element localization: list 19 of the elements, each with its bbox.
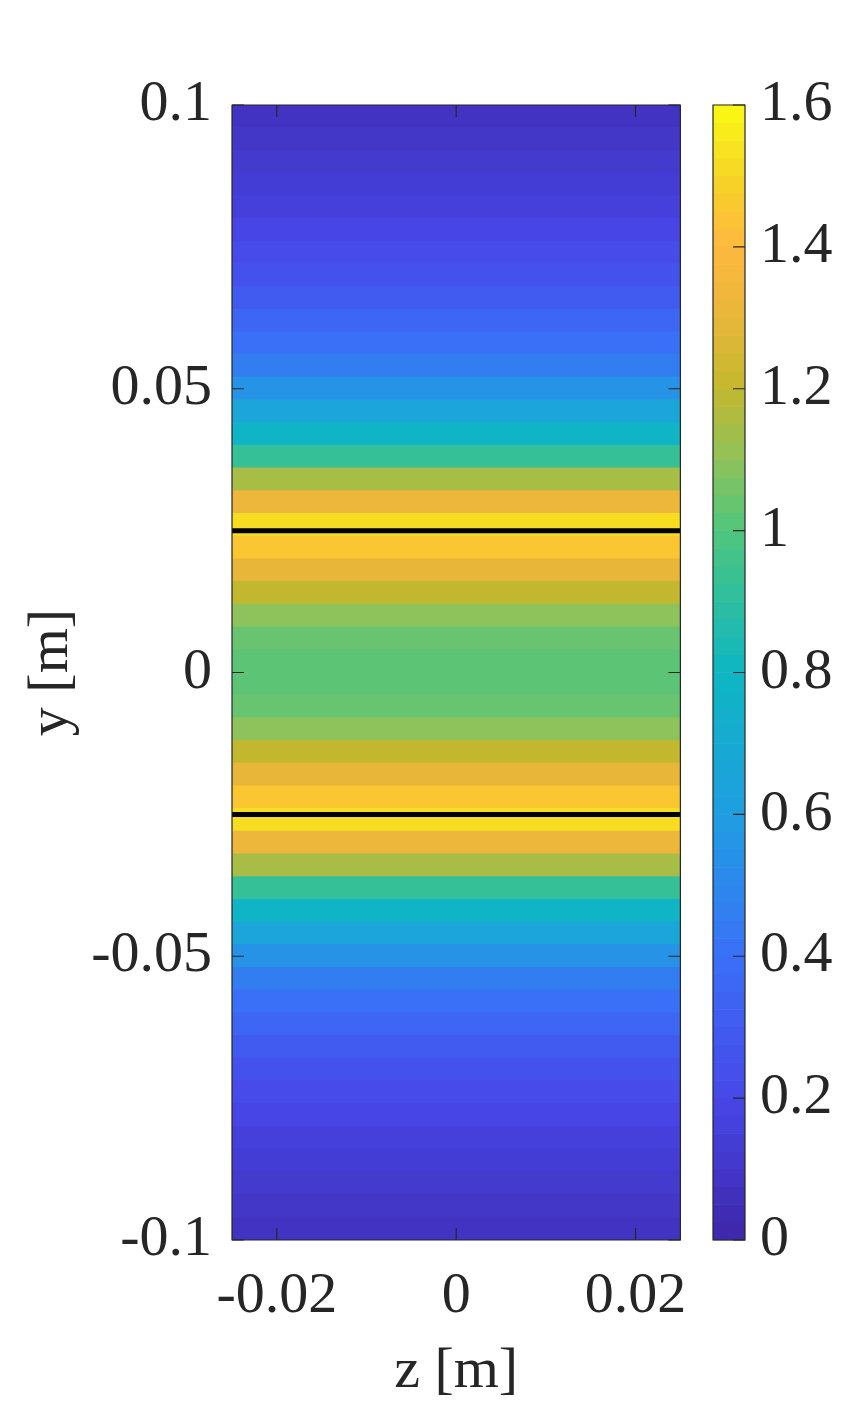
color-bar-label: 1.4 — [760, 210, 833, 276]
color-bar-label: 0 — [760, 1203, 789, 1269]
y-tick-label: 0.05 — [110, 351, 212, 417]
x-axis-title: z [m] — [394, 1335, 519, 1401]
y-axis-title: y [m] — [15, 608, 81, 737]
color-bar-label: 0.2 — [760, 1061, 833, 1127]
y-tick-label: 0.1 — [139, 68, 212, 134]
y-tick-label: 0 — [183, 635, 212, 701]
color-bar-label: 1 — [760, 493, 789, 559]
x-tick-label: 0.02 — [584, 1260, 687, 1326]
color-bar-label: 1.6 — [760, 68, 833, 134]
y-tick-label: -0.1 — [120, 1203, 212, 1269]
color-bar-label: 1.2 — [760, 351, 833, 417]
color-bar-label: 0.4 — [760, 919, 833, 985]
color-bar-label: 0.6 — [760, 777, 833, 843]
y-tick-label: -0.05 — [91, 919, 212, 985]
color-bar-label: 0.8 — [760, 635, 833, 701]
x-tick-label: -0.02 — [216, 1260, 338, 1326]
x-tick-label: 0 — [441, 1260, 471, 1326]
